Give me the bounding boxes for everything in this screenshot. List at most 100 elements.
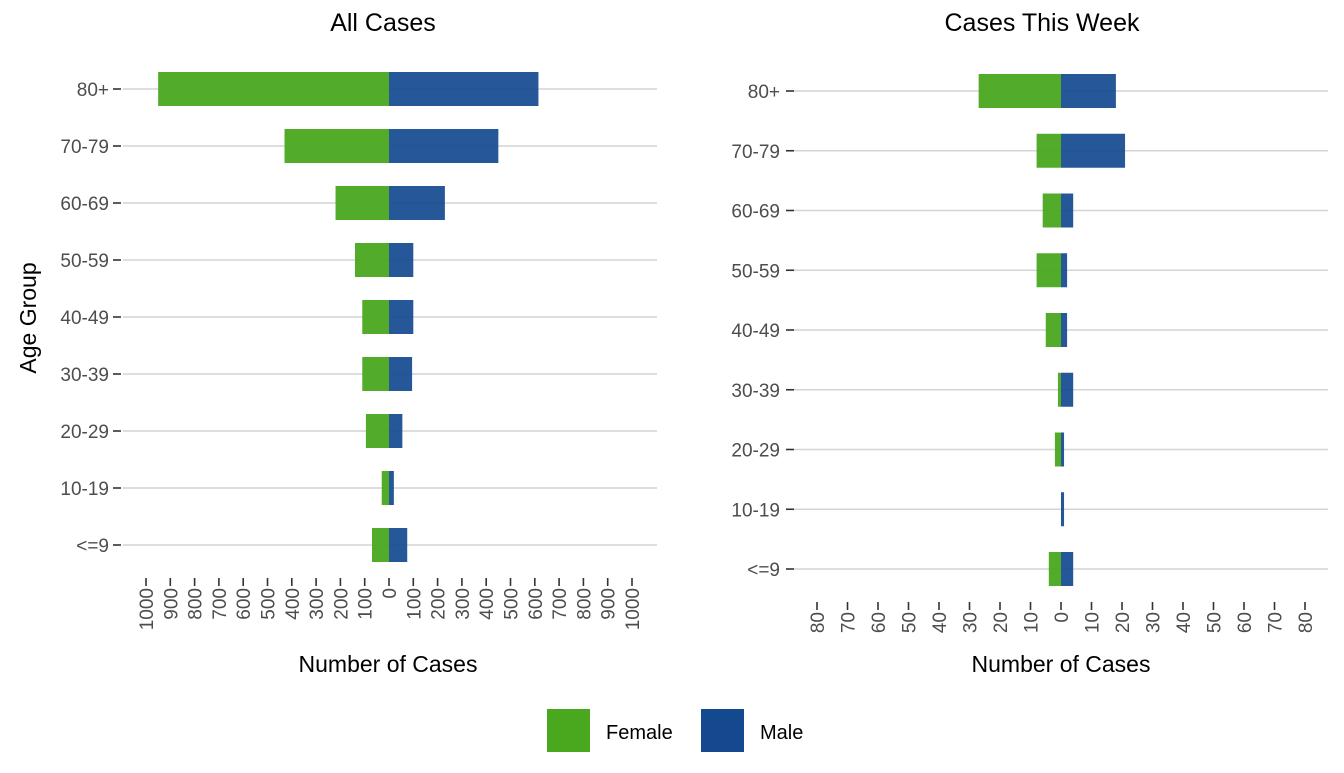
x-tick-label: 300 (453, 588, 474, 620)
bar-male-10-19 (1061, 492, 1065, 527)
bar-male-50-59 (1061, 253, 1068, 288)
bar-female-80+ (978, 74, 1061, 108)
x-tick-label: 600 (526, 588, 547, 620)
bar-female-50-59 (1036, 253, 1061, 288)
bar-female-60-69 (335, 186, 389, 220)
bar-male-60-69 (389, 186, 445, 220)
x-tick-label: 50 (1205, 612, 1226, 633)
x-axis-title: Number of Cases (299, 651, 478, 677)
x-tick-label: 700 (550, 588, 571, 620)
x-tick-label: 200 (331, 588, 352, 620)
bar-female-70-79 (284, 129, 389, 163)
x-tick-label: 70 (839, 612, 860, 633)
x-tick-label: 30 (961, 612, 982, 633)
bar-male-30-39 (1061, 372, 1074, 407)
x-tick-label: 1000 (137, 588, 158, 630)
x-tick-label: 800 (186, 588, 207, 620)
bar-male-60-69 (1061, 193, 1074, 228)
y-tick-label: 10-19 (731, 500, 780, 521)
bar-female-40-49 (362, 300, 389, 334)
x-tick-label: 300 (307, 588, 328, 620)
bar-female-10-19 (381, 471, 389, 505)
x-tick-label: 30 (1144, 612, 1165, 633)
y-tick-label: 20-29 (731, 441, 780, 462)
x-tick-label: 20 (1113, 612, 1134, 633)
bar-male-10-19 (389, 471, 394, 505)
legend: Female Male (547, 709, 803, 752)
all-cases-panel: <=9 10-19 20-29 30-39 40-49 50-59 60-69 70-79 80… (15, 9, 657, 677)
bar-male-40-49 (389, 300, 414, 334)
x-tick-label: 500 (502, 588, 523, 620)
x-tick-label: 60 (1235, 612, 1256, 633)
y-tick-label: 40-49 (60, 308, 109, 329)
y-tick-label: 80+ (77, 80, 109, 101)
x-tick-label: 10 (1022, 612, 1043, 633)
x-tick-label: 50 (900, 612, 921, 633)
x-tick-label: 1000 (623, 588, 644, 630)
chart-title: All Cases (330, 9, 436, 37)
y-tick-label: 70-79 (60, 137, 109, 158)
y-tick-label: 60-69 (60, 194, 109, 215)
bar-female-60-69 (1042, 193, 1061, 228)
x-tick-label: 40 (1174, 612, 1195, 633)
bar-female-30-39 (362, 357, 389, 391)
bar-male-80+ (1061, 74, 1116, 108)
bar-male-30-39 (389, 357, 413, 391)
y-tick-label: 70-79 (731, 142, 780, 163)
y-tick-label: 50-59 (731, 261, 780, 282)
bar-male-20-29 (389, 414, 403, 448)
y-tick-label: <=9 (747, 560, 780, 581)
bar-female-30-39 (1057, 372, 1061, 407)
bar-female-20-29 (1054, 432, 1061, 467)
x-tick-label: 80 (808, 612, 829, 633)
y-tick-label: 10-19 (60, 479, 109, 500)
x-tick-label: 70 (1266, 612, 1287, 633)
x-tick-label: 200 (429, 588, 450, 620)
y-axis-title: Age Group (15, 262, 41, 373)
x-tick-label: 400 (477, 588, 498, 620)
legend-label-male: Male (760, 722, 803, 744)
x-tick-label: 600 (234, 588, 255, 620)
bar-male-70-79 (389, 129, 499, 163)
y-tick-label: 20-29 (60, 422, 109, 443)
x-tick-label: 700 (210, 588, 231, 620)
bar-male-50-59 (389, 243, 414, 277)
y-tick-label: 80+ (748, 82, 780, 103)
x-tick-label: 0 (1052, 612, 1073, 623)
bar-female-under-10 (1048, 552, 1061, 586)
bar-female-40-49 (1045, 313, 1061, 347)
y-tick-label: 30-39 (60, 365, 109, 386)
bar-male-80+ (389, 72, 539, 106)
x-tick-label: 20 (991, 612, 1012, 633)
x-tick-label: 900 (161, 588, 182, 620)
bar-female-70-79 (1036, 133, 1061, 168)
legend-swatch-female (547, 709, 590, 752)
y-tick-label: 40-49 (731, 321, 780, 342)
x-tick-label: 800 (574, 588, 595, 620)
bar-female-50-59 (354, 243, 389, 277)
bar-male-under-10 (389, 528, 408, 562)
x-tick-label: 40 (930, 612, 951, 633)
x-tick-label: 500 (259, 588, 280, 620)
y-tick-label: 30-39 (731, 381, 780, 402)
y-tick-label: 60-69 (731, 202, 780, 223)
legend-label-female: Female (606, 722, 673, 744)
y-tick-label: <=9 (76, 536, 109, 557)
legend-swatch-male (701, 709, 744, 752)
bar-male-under-10 (1061, 552, 1074, 586)
x-axis-title: Number of Cases (972, 651, 1151, 677)
y-tick-label: 50-59 (60, 251, 109, 272)
x-tick-label: 80 (1296, 612, 1317, 633)
cases-this-week-panel: <=9 10-19 20-29 30-39 40-49 50-59 60-69 70-79 80… (731, 9, 1328, 677)
x-tick-label: 900 (599, 588, 620, 620)
bar-male-70-79 (1061, 133, 1126, 168)
x-tick-label: 10 (1083, 612, 1104, 633)
bar-female-20-29 (365, 414, 389, 448)
x-tick-label: 0 (380, 588, 401, 599)
x-tick-label: 60 (869, 612, 890, 633)
chart-title: Cases This Week (945, 9, 1140, 37)
x-tick-label: 100 (404, 588, 425, 620)
x-tick-label: 100 (356, 588, 377, 620)
